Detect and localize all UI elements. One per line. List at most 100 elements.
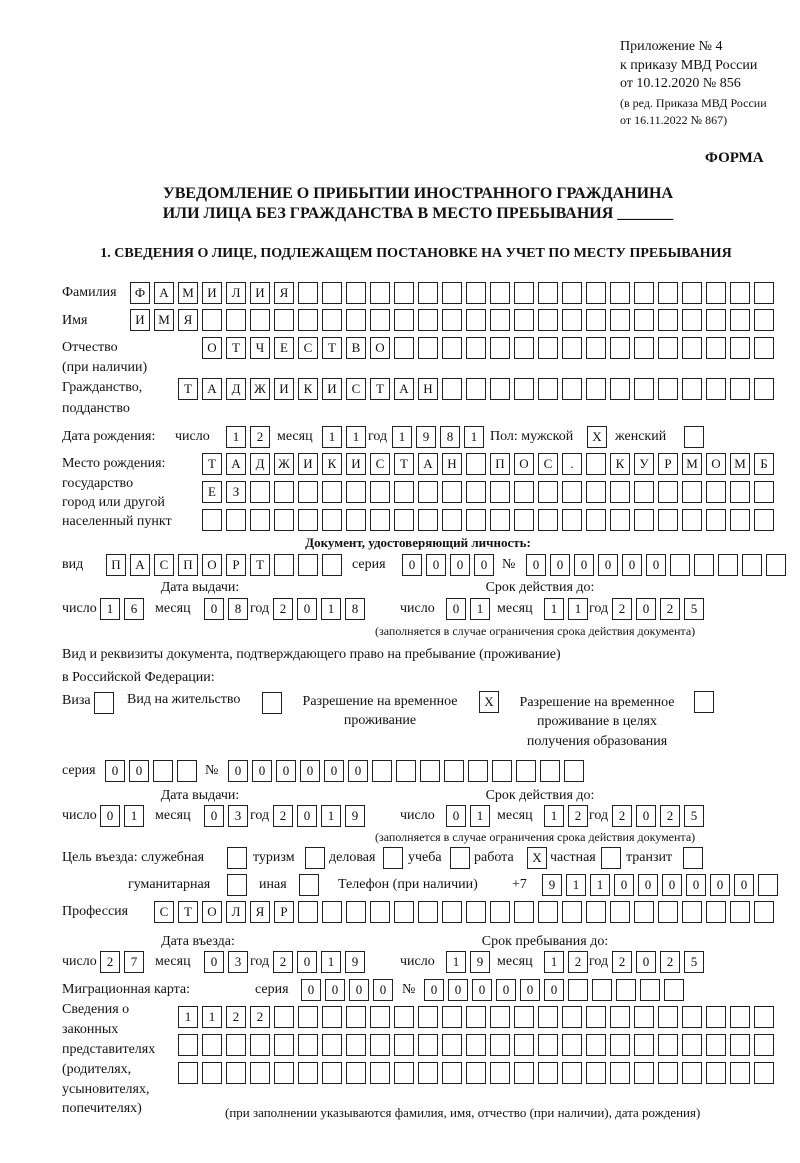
char-cell[interactable] xyxy=(538,901,558,923)
char-cell[interactable]: 0 xyxy=(544,979,564,1001)
char-cell[interactable] xyxy=(634,509,654,531)
char-cell[interactable]: 0 xyxy=(129,760,149,782)
char-cell[interactable]: Л xyxy=(226,901,246,923)
char-cell[interactable] xyxy=(564,760,584,782)
char-cell[interactable] xyxy=(658,509,678,531)
char-cell[interactable] xyxy=(514,1062,534,1084)
char-cell[interactable]: М xyxy=(178,282,198,304)
char-cell[interactable]: А xyxy=(394,378,414,400)
char-cell[interactable]: 7 xyxy=(124,951,144,973)
char-cell[interactable] xyxy=(754,481,774,503)
char-cell[interactable]: 1 xyxy=(544,598,564,620)
char-cell[interactable] xyxy=(394,1062,414,1084)
char-cell[interactable] xyxy=(562,337,582,359)
char-cell[interactable]: М xyxy=(730,453,750,475)
char-cell[interactable] xyxy=(766,554,786,576)
char-cell[interactable]: И xyxy=(130,309,150,331)
char-cell[interactable] xyxy=(730,1062,750,1084)
char-cell[interactable] xyxy=(466,509,486,531)
char-cell[interactable] xyxy=(298,554,318,576)
char-cell[interactable] xyxy=(418,309,438,331)
char-cell[interactable] xyxy=(418,509,438,531)
char-cell[interactable]: 0 xyxy=(204,951,224,973)
char-cell[interactable] xyxy=(442,481,462,503)
char-cell[interactable]: 0 xyxy=(622,554,642,576)
char-cell[interactable]: 0 xyxy=(638,874,658,896)
char-cell[interactable]: 0 xyxy=(252,760,272,782)
char-cell[interactable] xyxy=(538,509,558,531)
char-cell[interactable] xyxy=(322,901,342,923)
char-cell[interactable] xyxy=(610,378,630,400)
char-cell[interactable] xyxy=(226,309,246,331)
char-cell[interactable]: Ж xyxy=(274,453,294,475)
char-cell[interactable] xyxy=(706,337,726,359)
char-cell[interactable] xyxy=(370,1006,390,1028)
char-cell[interactable]: К xyxy=(610,453,630,475)
char-cell[interactable] xyxy=(730,481,750,503)
char-cell[interactable] xyxy=(396,760,416,782)
char-cell[interactable] xyxy=(418,481,438,503)
char-cell[interactable] xyxy=(370,509,390,531)
char-cell[interactable] xyxy=(514,509,534,531)
char-cell[interactable]: Б xyxy=(754,453,774,475)
char-cell[interactable] xyxy=(634,378,654,400)
char-cell[interactable]: 9 xyxy=(416,426,436,448)
char-cell[interactable] xyxy=(682,481,702,503)
char-cell[interactable]: 0 xyxy=(349,979,369,1001)
char-cell[interactable] xyxy=(250,309,270,331)
char-cell[interactable]: 0 xyxy=(204,805,224,827)
char-cell[interactable]: 1 xyxy=(321,805,341,827)
char-cell[interactable]: 2 xyxy=(660,951,680,973)
char-cell[interactable]: Д xyxy=(226,378,246,400)
char-cell[interactable] xyxy=(442,282,462,304)
char-cell[interactable]: 9 xyxy=(542,874,562,896)
char-cell[interactable]: М xyxy=(154,309,174,331)
char-cell[interactable]: И xyxy=(274,378,294,400)
char-cell[interactable]: 0 xyxy=(426,554,446,576)
char-cell[interactable]: 1 xyxy=(544,805,564,827)
char-cell[interactable]: 1 xyxy=(446,951,466,973)
char-cell[interactable]: А xyxy=(154,282,174,304)
char-cell[interactable] xyxy=(538,282,558,304)
char-cell[interactable]: С xyxy=(154,901,174,923)
char-cell[interactable] xyxy=(394,901,414,923)
char-cell[interactable] xyxy=(274,1006,294,1028)
char-cell[interactable] xyxy=(682,1006,702,1028)
char-cell[interactable] xyxy=(202,1062,222,1084)
char-cell[interactable] xyxy=(514,309,534,331)
char-cell[interactable] xyxy=(538,309,558,331)
char-cell[interactable] xyxy=(610,901,630,923)
char-cell[interactable] xyxy=(346,282,366,304)
char-cell[interactable]: 0 xyxy=(472,979,492,1001)
char-cell[interactable]: 0 xyxy=(446,805,466,827)
char-cell[interactable] xyxy=(490,901,510,923)
char-cell[interactable] xyxy=(370,901,390,923)
char-cell[interactable]: 5 xyxy=(684,951,704,973)
char-cell[interactable] xyxy=(322,509,342,531)
char-cell[interactable] xyxy=(706,378,726,400)
char-cell[interactable] xyxy=(202,309,222,331)
char-cell[interactable] xyxy=(634,309,654,331)
char-cell[interactable] xyxy=(177,760,197,782)
char-cell[interactable]: А xyxy=(418,453,438,475)
char-cell[interactable] xyxy=(718,554,738,576)
char-cell[interactable] xyxy=(586,1006,606,1028)
char-cell[interactable]: 0 xyxy=(710,874,730,896)
char-cell[interactable] xyxy=(370,1062,390,1084)
char-cell[interactable] xyxy=(562,1006,582,1028)
char-cell[interactable] xyxy=(562,1034,582,1056)
char-cell[interactable]: К xyxy=(298,378,318,400)
char-cell[interactable] xyxy=(442,309,462,331)
char-cell[interactable] xyxy=(298,309,318,331)
char-cell[interactable] xyxy=(298,1062,318,1084)
char-cell[interactable] xyxy=(322,1062,342,1084)
char-cell[interactable]: 1 xyxy=(202,1006,222,1028)
char-cell[interactable] xyxy=(682,1034,702,1056)
char-cell[interactable]: 0 xyxy=(598,554,618,576)
char-cell[interactable] xyxy=(298,509,318,531)
char-cell[interactable] xyxy=(322,554,342,576)
char-cell[interactable] xyxy=(730,901,750,923)
char-cell[interactable] xyxy=(418,337,438,359)
char-cell[interactable] xyxy=(394,309,414,331)
char-cell[interactable] xyxy=(418,1006,438,1028)
